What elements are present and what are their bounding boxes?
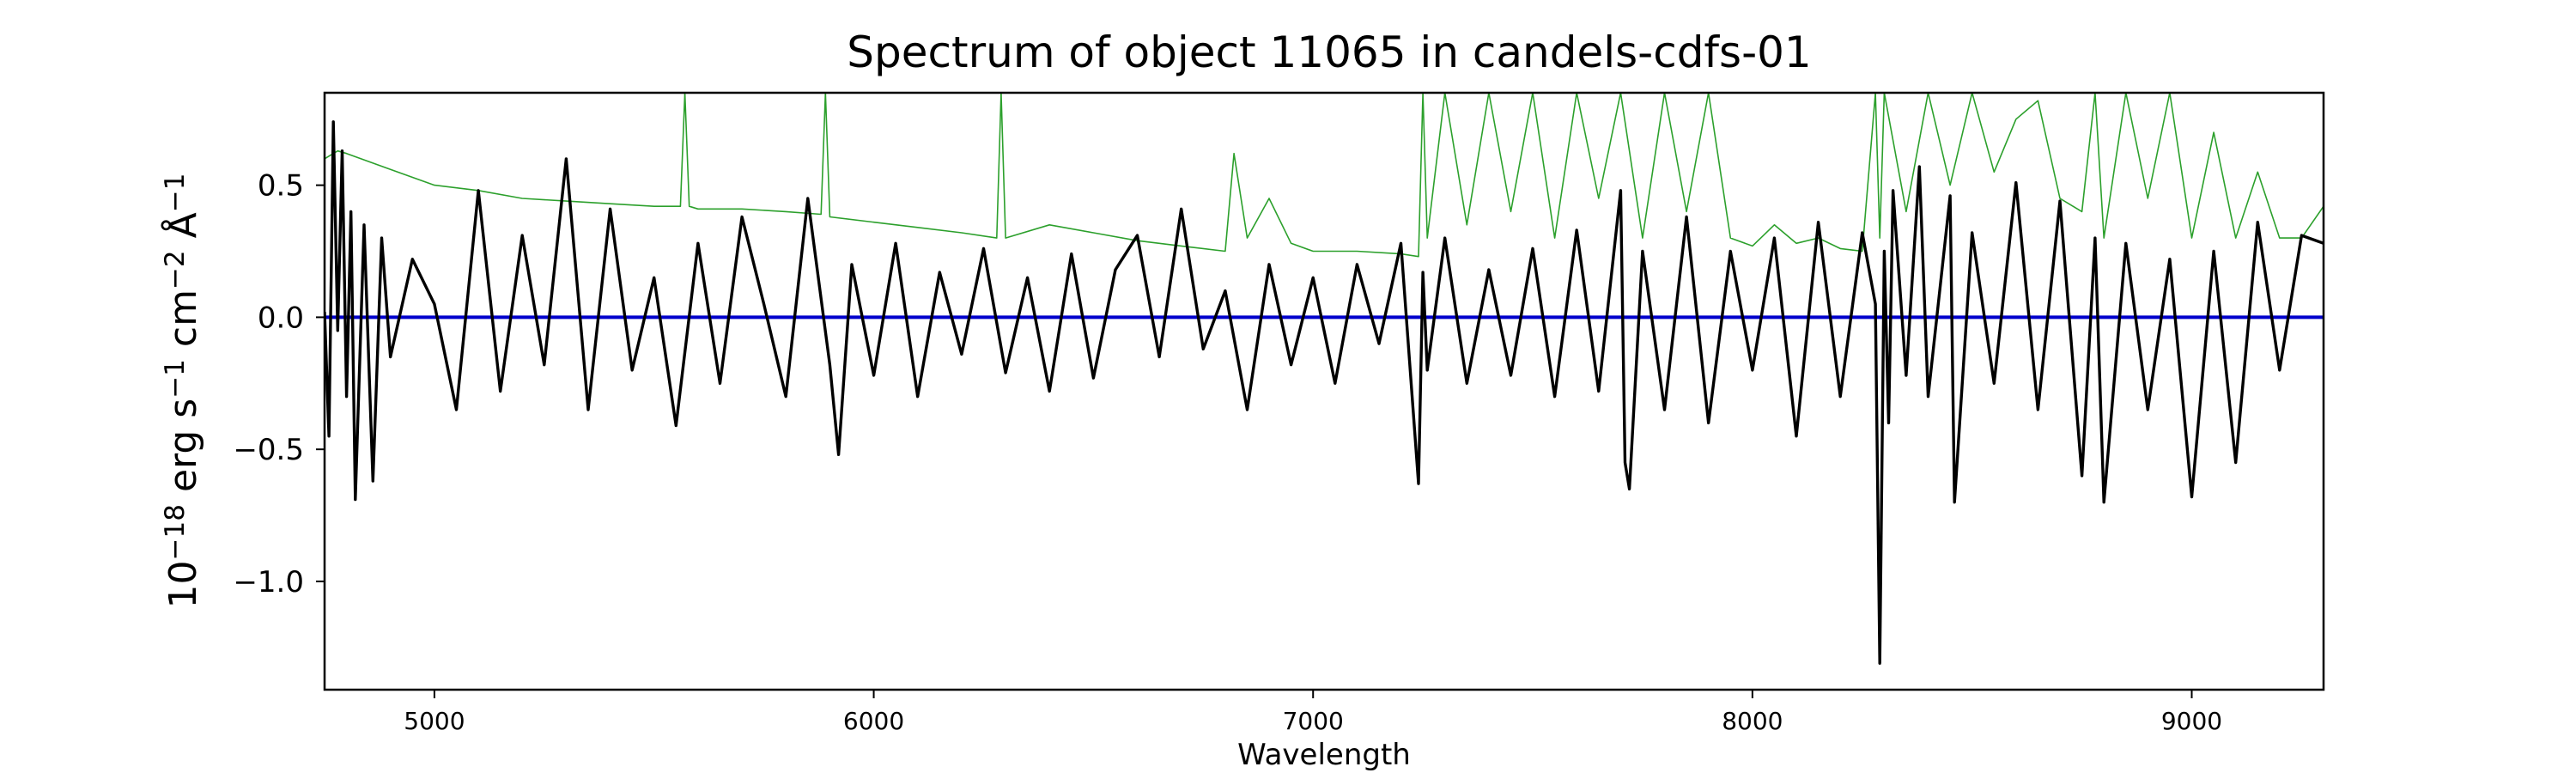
- series-layer: [325, 93, 2324, 665]
- series-line-error: [325, 93, 2324, 258]
- chart-title: Spectrum of object 11065 in candels-cdfs…: [847, 27, 1812, 77]
- x-axis-ticks: 5000 6000 7000 8000 9000: [404, 690, 2222, 735]
- y-tick-label: −1.0: [233, 565, 304, 600]
- y-label-superscript: −18: [160, 504, 191, 560]
- y-axis-label: 10−18 erg s−1 cm−2 Å−1: [160, 173, 205, 609]
- y-label-text: cm: [161, 289, 205, 359]
- plot-frame: [323, 91, 2325, 691]
- y-label-text: Å: [160, 212, 205, 250]
- series-line-flux: [325, 120, 2324, 665]
- y-tick-label: −0.5: [233, 433, 304, 467]
- y-label-text: erg s: [161, 399, 205, 504]
- y-label-superscript: −2: [160, 250, 191, 289]
- plot-area: [325, 93, 2324, 665]
- y-label-superscript: −1: [160, 359, 191, 399]
- y-label-superscript: −1: [160, 173, 191, 213]
- x-tick-label: 5000: [404, 707, 465, 735]
- y-tick-label: 0.5: [258, 169, 304, 204]
- x-tick-label: 8000: [1722, 707, 1783, 735]
- y-axis-ticks: 0.5 0.0 −0.5 −1.0: [233, 169, 325, 600]
- x-tick-label: 9000: [2161, 707, 2222, 735]
- x-tick-label: 7000: [1283, 707, 1344, 735]
- y-label-text: 10: [161, 560, 205, 608]
- x-axis-label: Wavelength: [1237, 738, 1411, 772]
- y-tick-label: 0.0: [258, 301, 304, 335]
- x-tick-label: 6000: [843, 707, 904, 735]
